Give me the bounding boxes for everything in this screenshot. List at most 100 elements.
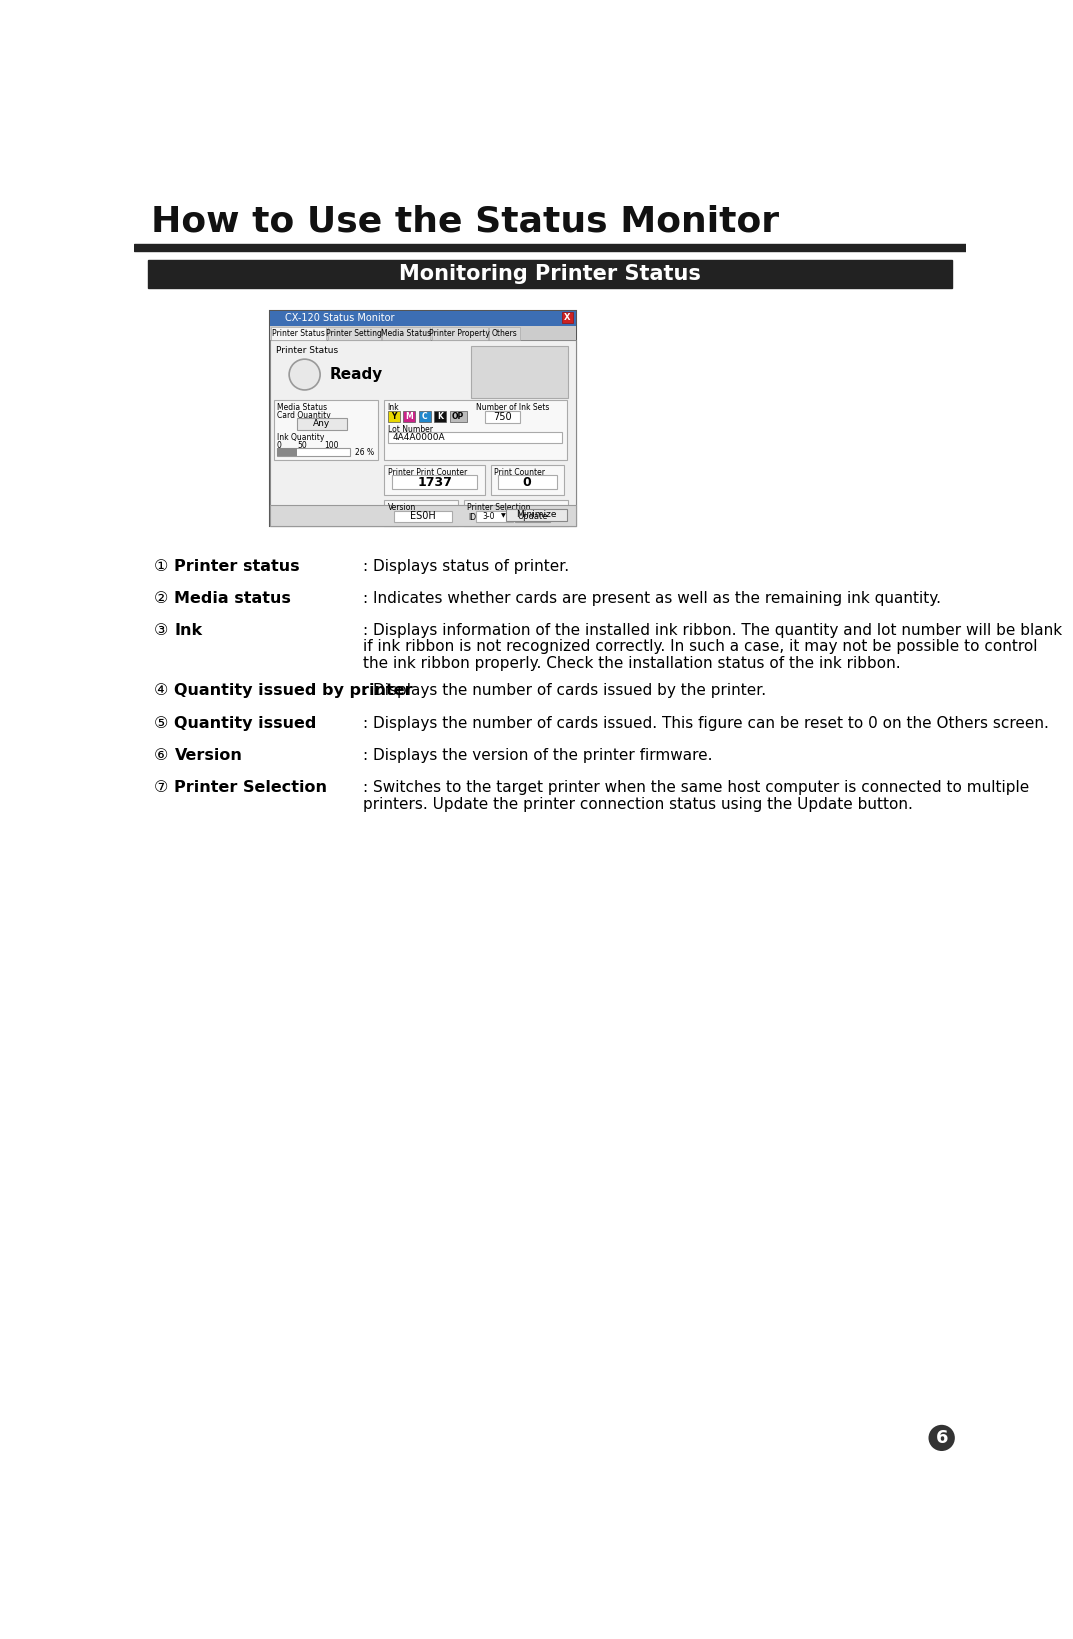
- Text: ④: ④: [155, 683, 168, 698]
- Text: ▼: ▼: [501, 513, 506, 518]
- Text: ⑤: ⑤: [155, 716, 168, 731]
- Text: K: K: [438, 411, 443, 421]
- Text: Printer Status: Printer Status: [276, 346, 338, 356]
- Text: Media status: Media status: [175, 592, 291, 606]
- Bar: [384, 500, 458, 526]
- Text: Printer Print Counter: Printer Print Counter: [387, 467, 467, 477]
- Bar: [297, 418, 348, 429]
- Bar: [148, 261, 952, 287]
- Bar: [269, 311, 576, 326]
- Bar: [485, 411, 520, 423]
- Text: Quantity issued: Quantity issued: [175, 716, 317, 731]
- Text: Minimize: Minimize: [516, 510, 557, 520]
- Text: Y: Y: [391, 411, 396, 421]
- Text: 0: 0: [523, 475, 531, 488]
- Text: the ink ribbon properly. Check the installation status of the ink ribbon.: the ink ribbon properly. Check the insta…: [363, 656, 900, 670]
- Bar: [490, 464, 564, 495]
- Text: : Displays the number of cards issued. This figure can be reset to 0 on the Othe: : Displays the number of cards issued. T…: [363, 716, 1048, 731]
- Text: Ink: Ink: [175, 623, 203, 638]
- Text: ES0H: ES0H: [410, 511, 436, 521]
- Text: 26 %: 26 %: [355, 447, 374, 457]
- Bar: [464, 500, 568, 526]
- Text: 100: 100: [324, 441, 338, 449]
- Text: Card Quantity: Card Quantity: [277, 411, 330, 420]
- Text: ID: ID: [468, 513, 476, 521]
- Bar: [489, 326, 520, 339]
- Bar: [277, 449, 297, 456]
- Text: Ink Quantity: Ink Quantity: [277, 433, 324, 443]
- Bar: [270, 326, 326, 339]
- Bar: [269, 339, 576, 526]
- Text: 6: 6: [936, 1429, 947, 1447]
- Text: M: M: [406, 411, 413, 421]
- Bar: [450, 411, 467, 421]
- Text: 1737: 1737: [417, 475, 452, 488]
- Bar: [387, 411, 400, 421]
- Text: Media Status: Media Status: [381, 329, 431, 338]
- Bar: [274, 400, 379, 461]
- Text: 0: 0: [277, 441, 281, 449]
- Text: : Displays the version of the printer firmware.: : Displays the version of the printer fi…: [363, 747, 712, 764]
- Bar: [384, 400, 567, 461]
- Text: if ink ribbon is not recognized correctly. In such a case, it may not be possibl: if ink ribbon is not recognized correctl…: [363, 639, 1038, 654]
- Text: Printer Setting: Printer Setting: [326, 329, 382, 338]
- Bar: [498, 475, 557, 490]
- Text: Media Status: Media Status: [277, 403, 327, 411]
- Text: Version: Version: [175, 747, 242, 764]
- Bar: [269, 326, 576, 339]
- Bar: [384, 464, 485, 495]
- Text: printers. Update the printer connection status using the Update button.: printers. Update the printer connection …: [363, 797, 913, 811]
- Text: 50: 50: [297, 441, 307, 449]
- Bar: [431, 326, 487, 339]
- Text: Others: Others: [491, 329, 517, 338]
- Bar: [269, 505, 576, 526]
- Text: How to Use the Status Monitor: How to Use the Status Monitor: [151, 205, 779, 238]
- Bar: [515, 510, 550, 523]
- Text: : Indicates whether cards are present as well as the remaining ink quantity.: : Indicates whether cards are present as…: [363, 592, 941, 606]
- Text: Update: Update: [517, 511, 547, 521]
- Bar: [382, 326, 430, 339]
- Text: Number of Ink Sets: Number of Ink Sets: [476, 403, 549, 411]
- Text: Printer status: Printer status: [175, 559, 300, 574]
- Text: Version: Version: [387, 503, 416, 511]
- Text: CX-120 Status Monitor: CX-120 Status Monitor: [285, 313, 395, 323]
- Bar: [418, 411, 431, 421]
- Text: Printer Property: Printer Property: [429, 329, 490, 338]
- Bar: [393, 475, 477, 490]
- Bar: [435, 411, 446, 421]
- Text: Printer Status: Printer Status: [271, 329, 325, 338]
- Text: 4A4A0000A: 4A4A0000A: [393, 433, 445, 443]
- Text: Lot Number: Lot Number: [387, 425, 432, 434]
- Bar: [269, 311, 576, 526]
- Circle shape: [928, 1424, 955, 1451]
- Text: Ink: Ink: [387, 403, 399, 411]
- Text: 750: 750: [493, 411, 512, 421]
- Bar: [277, 449, 351, 456]
- Text: : Displays the number of cards issued by the printer.: : Displays the number of cards issued by…: [363, 683, 766, 698]
- Text: ⑥: ⑥: [155, 747, 168, 764]
- Text: ③: ③: [155, 623, 168, 638]
- Text: : Switches to the target printer when the same host computer is connected to mul: : Switches to the target printer when th…: [363, 780, 1029, 795]
- Bar: [134, 244, 966, 251]
- Text: ②: ②: [155, 592, 168, 606]
- Text: Print Counter: Print Counter: [494, 467, 545, 477]
- Bar: [471, 346, 568, 398]
- Text: : Displays status of printer.: : Displays status of printer.: [363, 559, 569, 574]
- Circle shape: [289, 359, 320, 390]
- Text: X: X: [564, 313, 571, 323]
- Text: Any: Any: [313, 420, 330, 428]
- Text: Ready: Ready: [329, 367, 383, 382]
- Bar: [476, 511, 513, 521]
- Bar: [403, 411, 415, 421]
- Text: 3-0: 3-0: [483, 511, 496, 521]
- Bar: [387, 433, 562, 443]
- Bar: [394, 511, 452, 521]
- Bar: [506, 508, 567, 521]
- Bar: [562, 311, 573, 323]
- Text: OP: OP: [452, 411, 465, 421]
- Text: Quantity issued by printer: Quantity issued by printer: [175, 683, 413, 698]
- Text: Printer Selection: Printer Selection: [175, 780, 327, 795]
- Text: Monitoring Printer Status: Monitoring Printer Status: [398, 264, 701, 284]
- Text: C: C: [422, 411, 427, 421]
- Text: : Displays information of the installed ink ribbon. The quantity and lot number : : Displays information of the installed …: [363, 623, 1062, 638]
